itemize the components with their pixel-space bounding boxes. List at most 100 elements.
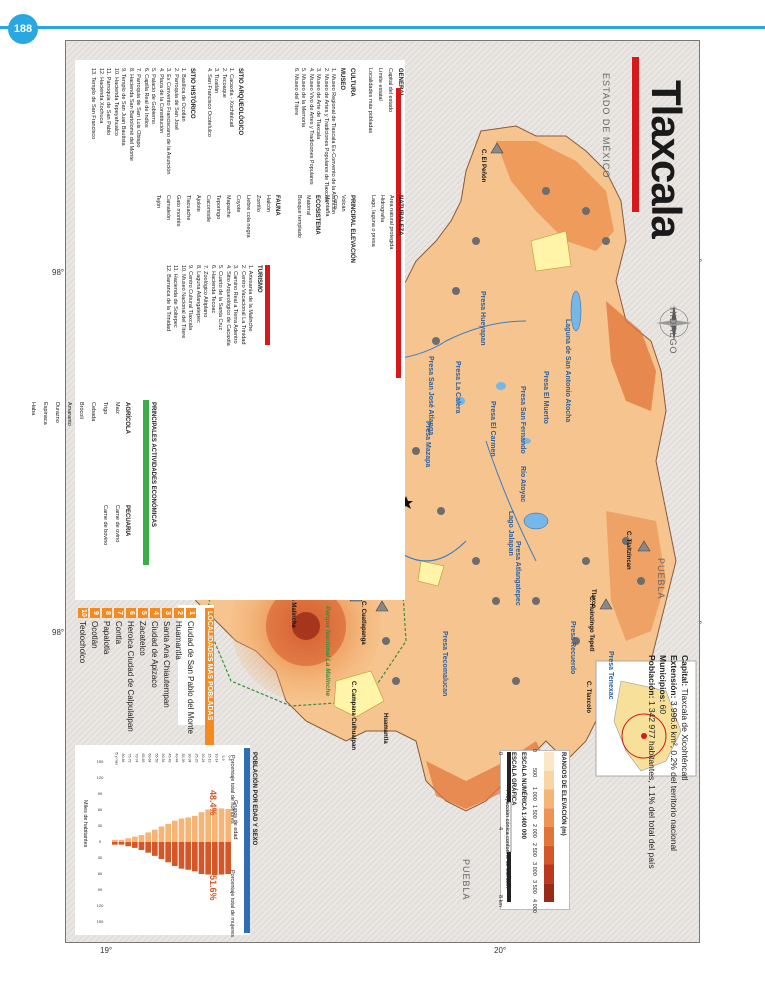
label-lake-8: Presa El Muerto <box>542 371 549 424</box>
page-number: 188 <box>13 23 33 35</box>
legend-pecuaria-heading: PECUARIA <box>124 505 130 537</box>
pyramid-bar-men <box>165 823 171 842</box>
sitio-hist-item: 3. Ex Convento Franciscano de la Asunció… <box>165 68 171 175</box>
pyramid-heading-bar <box>244 748 250 933</box>
pyramid-bar-men <box>138 835 145 842</box>
agricola-item: Durazno <box>54 402 60 423</box>
pyramid-age-label: 20-24 <box>201 754 205 763</box>
scale-tick-2: 8 km <box>497 895 503 907</box>
legend-general-1: Capital del estado <box>387 68 393 113</box>
pyramid-age-label: 60-64 <box>148 754 152 763</box>
localidad-item: 4 Ciudad de Apizaco <box>150 608 160 758</box>
relief-band-southeast <box>606 511 666 641</box>
pyramid-bar-women <box>198 842 205 874</box>
lake-jalapan <box>523 512 549 530</box>
pyramid-groups-title: Grupos de edad <box>232 800 238 840</box>
label-lake-11: Presa Recuerdo <box>569 621 576 675</box>
localidad-item: 6 Heroica Ciudad de Calpulalpan <box>126 608 136 758</box>
museo-item: 5. Museo de la Memoria <box>300 68 306 127</box>
naturaleza-item: Hidrografía <box>379 195 385 223</box>
pyramid-bar-men <box>185 817 191 842</box>
sitio-hist-item: 5. Palacio de Gobierno <box>150 68 156 124</box>
inset-mexico-map <box>595 660 697 777</box>
sitio-hist-item: 11. Parroquia de San Pablo <box>105 68 111 136</box>
turismo-item: 4. Sitio Arqueológico de Cacaxtla <box>224 265 231 346</box>
legend-naturaleza-heading: NATURALEZA <box>397 195 403 236</box>
sitio-hist-item: 1. Basílica de Ocotlán <box>180 68 186 122</box>
lake-atocha <box>570 290 582 332</box>
fauna-item: Tejón <box>155 195 161 209</box>
lake-small-1 <box>496 382 506 390</box>
fauna-item: Teporingo <box>215 195 221 220</box>
elevation-swatch <box>544 883 554 902</box>
label-lake-14: Presa Hueyapan <box>479 291 486 346</box>
sitio-arq-item: 4. San Francisco Ocotelulco <box>205 68 212 137</box>
pyramid-age-label: 75-79 <box>128 754 132 763</box>
elevation-tick: 0 <box>531 749 537 753</box>
label-lake-5: Presa El Carmen <box>489 401 496 457</box>
pyramid-bar-men <box>218 808 225 842</box>
population-pyramid: 0-45-910-1415-1920-2425-2930-3435-3940-4… <box>97 752 232 924</box>
pyramid-age-label: 35-39 <box>181 754 185 763</box>
turismo-item: 12. Barranca de la Trinidad <box>164 265 171 332</box>
fauna-item: Halcón <box>265 195 271 213</box>
scale-num-label: ESCALA NUMÉRICA 1:400 000 <box>520 752 526 839</box>
pyramid-axis-tick: 30 <box>98 823 103 828</box>
label-lake-10: Presa Tecomalucan <box>441 631 448 697</box>
agricola-item: Maíz <box>114 402 120 414</box>
museo-item: 1. Museo Regional de Tlaxcala Ex-Convent… <box>330 68 336 215</box>
pyramid-bar-men <box>132 836 138 842</box>
neighbor-hidalgo: HIDALGO <box>668 307 678 355</box>
pyramid-bar-men <box>118 839 125 842</box>
sitio-arq-item: 3. Tizatlán <box>213 68 219 94</box>
fauna-item: Ajolote <box>195 195 201 212</box>
pyramid-age-label: 70-74 <box>134 754 138 763</box>
pyramid-age-label: 15-19 <box>208 754 212 763</box>
elevation-tick: 500 <box>531 767 537 777</box>
info-capital: Capital: Tlaxcala de Xicohténcatl <box>680 655 690 781</box>
scale-tick-1: 4 <box>497 827 503 831</box>
scale-tick-0: 0 <box>497 752 503 756</box>
pyramid-bar-men <box>172 820 178 842</box>
legend-agricola-heading: AGRÍCOLA <box>124 402 130 434</box>
pyramid-bar-women <box>185 842 191 870</box>
page-number-badge: 188 <box>8 14 38 44</box>
legend-turismo-bar <box>265 265 270 345</box>
fauna-item: Zorrillo <box>255 195 261 212</box>
legend-general-3: Localidades más pobladas <box>367 68 373 134</box>
agricola-item: Espinaca <box>42 402 48 425</box>
museo-item: 2. Museo de Artes y Tradiciones Populare… <box>322 68 329 203</box>
localidades-list-9: 9 Ocotlán <box>86 608 100 758</box>
pyramid-age-label: 0-4 <box>228 755 232 760</box>
fauna-item: Coyote <box>235 195 241 213</box>
coord-bottom-left: 19° <box>100 946 113 955</box>
localidades-list-7: 7 Contla <box>110 608 124 758</box>
actividades-heading-bar <box>143 400 149 565</box>
localidad-item: 2 Huamantla <box>174 608 184 758</box>
pyramid-bar-women <box>118 842 125 845</box>
localidad-item: 5 Zacatelco <box>138 608 148 758</box>
scale-bar <box>506 752 512 902</box>
turismo-item: 7. Zoológico Altiplano <box>202 265 208 318</box>
pyramid-age-label: 55-59 <box>154 754 158 763</box>
legend-relieve-heading: PRINCIPAL ELEVACIÓN <box>349 195 355 264</box>
pyramid-bar-women <box>125 842 131 847</box>
elevation-heading: RANGOS DE ELEVACIÓN (m) <box>560 752 566 836</box>
pyramid-bar-men <box>225 808 231 842</box>
label-lake-9: Presa Tenexac <box>607 651 614 700</box>
legend-ecosistema-heading: ECOSISTEMA <box>314 195 320 235</box>
pyramid-bar-men <box>152 829 158 842</box>
turismo-item: 2. Centro Vacacional La Trinidad <box>239 265 246 345</box>
coord-bottom-right: 20° <box>494 946 507 955</box>
state-title: Tlaxcala <box>643 80 690 238</box>
pyramid-bar-women <box>145 842 151 853</box>
sitio-arq-item: 1. Cacaxtla - Xochitécatl <box>228 68 234 128</box>
agricola-item: Trigo <box>102 402 108 415</box>
label-lake-12: Lago Jalapan <box>507 511 514 556</box>
pyramid-bar-women <box>225 842 231 874</box>
label-peak-tlaltzincan: C. Tlaltzincan <box>625 531 631 570</box>
localidad-item: 3 Santa Ana Chiautempan <box>162 608 172 758</box>
pyramid-axis-tick: 60 <box>98 871 103 876</box>
river-atoyac <box>485 440 537 562</box>
localidad-item: 1 Ciudad de San Pablo del Monte <box>186 608 196 758</box>
